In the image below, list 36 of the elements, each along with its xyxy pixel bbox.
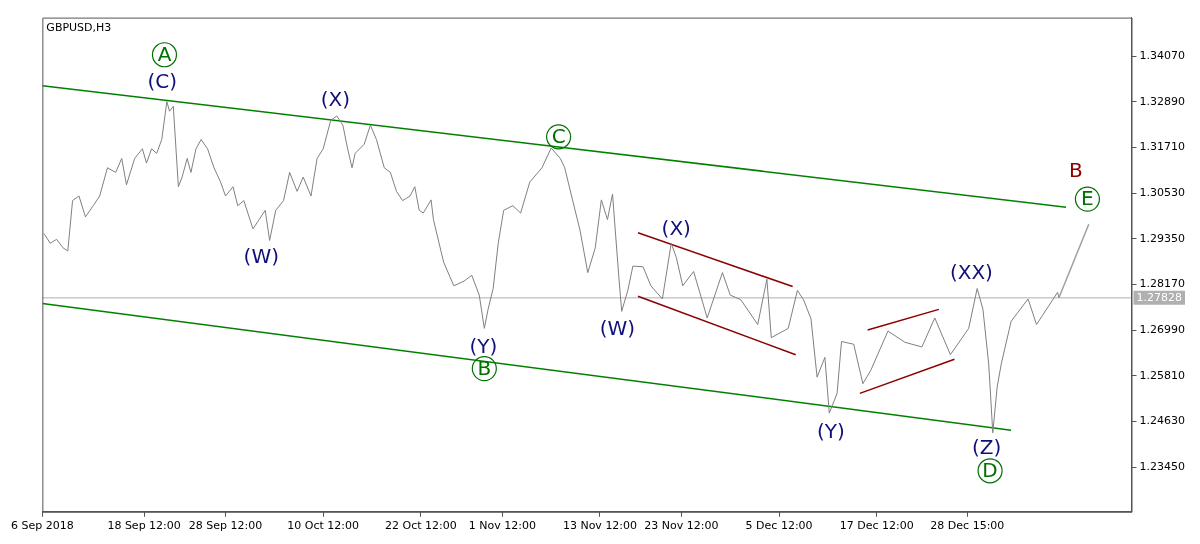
y-tick-label: 1.34070	[1139, 49, 1186, 63]
annotation: (X)	[661, 215, 691, 240]
x-tick-label: 10 Oct 12:00	[287, 519, 360, 533]
y-tick-label: 1.28170	[1139, 277, 1186, 291]
x-tick-label: 1 Nov 12:00	[468, 519, 536, 533]
annotation: A	[157, 41, 172, 66]
annotation: B	[1069, 157, 1083, 182]
x-tick-label: 18 Sep 12:00	[107, 519, 181, 533]
y-tick-label: 1.32890	[1139, 94, 1186, 108]
y-tick-label: 1.31710	[1139, 140, 1186, 154]
x-tick-label: 5 Dec 12:00	[745, 519, 813, 533]
annotation: (C)	[147, 69, 177, 94]
annotation: C	[551, 124, 566, 148]
annotation: E	[1081, 186, 1094, 211]
annotation: (Z)	[972, 434, 1002, 459]
annotation: (X)	[320, 86, 350, 111]
annotation: D	[982, 457, 998, 482]
y-tick-label: 1.26990	[1139, 323, 1186, 337]
x-tick-label: 22 Oct 12:00	[385, 519, 457, 533]
y-tick-label: 1.23450	[1139, 460, 1186, 474]
x-tick-label: 23 Nov 12:00	[644, 519, 719, 533]
ref-line-label: 1.27828	[1136, 290, 1183, 304]
chart-title: GBPUSD,H3	[46, 20, 112, 34]
annotation: (XX)	[949, 259, 993, 284]
x-tick-label: 17 Dec 12:00	[839, 519, 914, 533]
annotation: (Y)	[816, 418, 845, 443]
y-tick-label: 1.25810	[1139, 368, 1186, 382]
x-tick-label: 6 Sep 2018	[11, 519, 74, 533]
y-tick-label: 1.30530	[1139, 186, 1186, 200]
x-tick-label: 28 Dec 15:00	[930, 519, 1005, 533]
x-tick-label: 13 Nov 12:00	[562, 519, 638, 533]
x-tick-label: 28 Sep 12:00	[188, 519, 263, 533]
annotation: (W)	[599, 316, 636, 341]
annotation: (W)	[243, 244, 279, 268]
y-tick-label: 1.24630	[1139, 414, 1186, 428]
y-tick-label: 1.29350	[1139, 231, 1186, 245]
